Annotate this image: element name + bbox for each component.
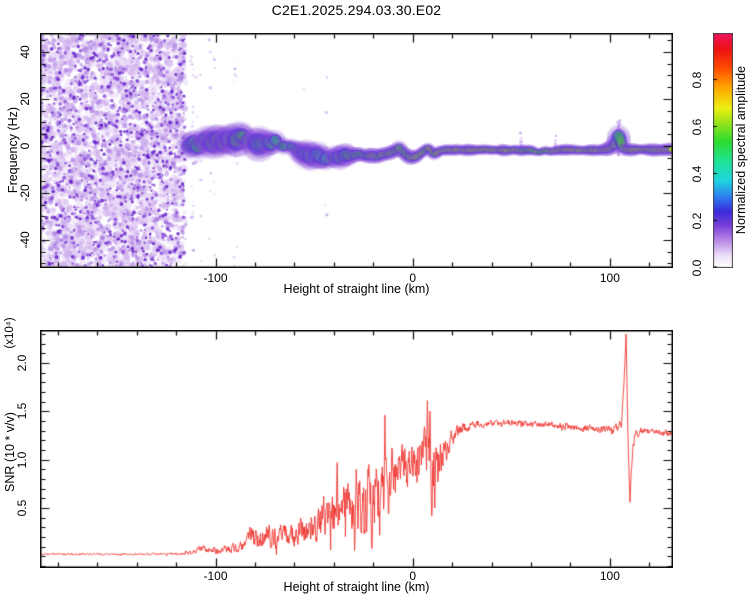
snr-x-tick-label: 100 <box>599 569 620 583</box>
colorbar-tick-label: 0.0 <box>690 259 704 277</box>
colorbar-tick-label: 0.8 <box>690 71 704 89</box>
snr-x-tick-label: 0 <box>409 569 417 583</box>
colorbar-label: Normalized spectral amplitude <box>734 65 748 235</box>
spectrogram-x-tick-label: -100 <box>203 271 228 285</box>
colorbar-canvas <box>713 33 733 268</box>
snr-y-tick-label: 1.5 <box>15 402 29 420</box>
snr-y-tick-label: 1.0 <box>15 451 29 468</box>
spectrogram-x-axis-label: Height of straight line (km) <box>283 282 430 296</box>
spectrogram-y-tick-label: 20 <box>18 92 32 106</box>
snr-plot-canvas <box>40 330 673 568</box>
colorbar-tick-label: 0.4 <box>690 165 704 183</box>
spectrogram-y-tick-label: -40 <box>18 231 32 249</box>
snr-y-tick-label: 0.5 <box>15 499 29 517</box>
snr-y-tick-label: 2.0 <box>15 354 29 372</box>
spectrogram-x-tick-label: 0 <box>409 271 417 285</box>
page-title: C2E1.2025.294.03.30.E02 <box>271 2 442 18</box>
snr-x-axis-label: Height of straight line (km) <box>283 580 430 594</box>
spectrogram-y-tick-label: 40 <box>18 45 32 59</box>
snr-y-axis-exponent-label: (x10⁴) <box>4 317 16 349</box>
spectrogram-x-tick-label: 100 <box>599 271 620 285</box>
spectrogram-canvas <box>40 33 673 268</box>
spectrogram-y-tick-label: 0 <box>18 142 32 150</box>
colorbar-tick-label: 0.6 <box>690 118 704 136</box>
snr-x-tick-label: -100 <box>203 569 228 583</box>
spectrogram-y-tick-label: -20 <box>18 184 32 202</box>
colorbar-tick-label: 0.2 <box>690 212 704 230</box>
spectrogram-y-axis-label: Frequency (Hz) <box>6 106 20 194</box>
